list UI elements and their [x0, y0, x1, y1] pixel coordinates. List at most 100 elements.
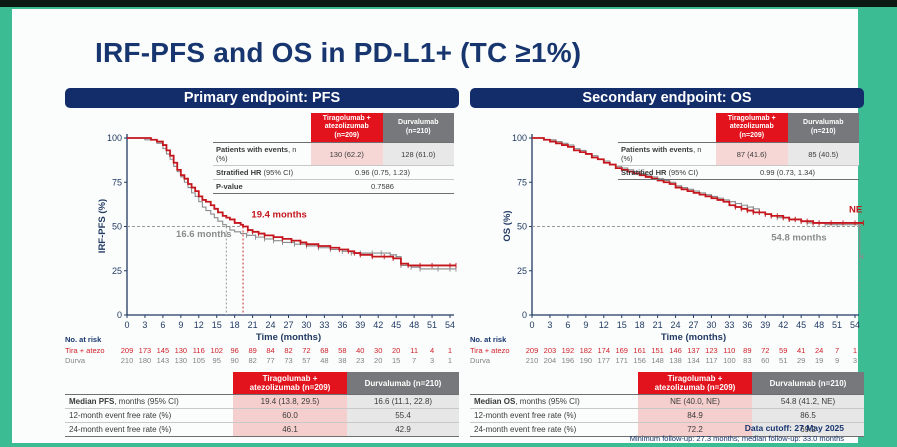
arm-header-gry: Durvalumab (n=210)	[787, 113, 859, 143]
risk-value: 89	[743, 346, 751, 355]
risk-row-label: Durva	[65, 356, 86, 365]
risk-value: 38	[338, 356, 346, 365]
summary-header-row: Tiragolumab + atezolizumab (n=209) Durval…	[65, 372, 459, 395]
risk-value: 11	[410, 346, 418, 355]
risk-value: 105	[193, 356, 206, 365]
x-tick-label: 27	[283, 320, 293, 330]
risk-value: 20	[392, 346, 400, 355]
arm-header-gry: Durvalumab (n=210)	[382, 113, 454, 143]
x-tick-label: 48	[409, 320, 419, 330]
os-stats-table: Tiragolumab + atezolizumab (n=209) Durvalum…	[618, 113, 859, 181]
x-tick-label: 18	[230, 320, 240, 330]
x-tick-label: 12	[194, 320, 204, 330]
risk-value: 174	[598, 346, 611, 355]
arm-header-gray: Durvalumab (n=210)	[347, 372, 459, 395]
risk-value: 196	[562, 356, 575, 365]
x-tick-label: 15	[212, 320, 222, 330]
risk-value: 96	[230, 346, 238, 355]
y-tick-label: 75	[517, 177, 527, 187]
x-tick-label: 42	[373, 320, 383, 330]
risk-value: 15	[392, 356, 400, 365]
x-tick-label: 54	[850, 320, 860, 330]
x-tick-label: 6	[565, 320, 570, 330]
x-tick-label: 12	[599, 320, 609, 330]
x-tick-label: 33	[319, 320, 329, 330]
os-chart-area: 0 25 50 75 100 0 3 6 9 12 15 18 21 24 27 30 33 36 39 42 45 48…	[470, 108, 864, 370]
risk-value: 82	[248, 356, 256, 365]
x-tick-label: 39	[760, 320, 770, 330]
risk-value: 48	[320, 356, 328, 365]
risk-value: 117	[705, 356, 717, 365]
y-axis-title: OS (%)	[502, 210, 513, 241]
x-axis-title: Time (months)	[256, 332, 321, 343]
risk-value: 57	[302, 356, 310, 365]
risk-value: 72	[302, 346, 310, 355]
risk-value: 110	[723, 346, 735, 355]
risk-value: 3	[853, 356, 857, 365]
y-tick-label: 100	[512, 133, 527, 143]
risk-value: 77	[266, 356, 274, 365]
median-annotation: 16.6 months	[176, 229, 231, 240]
risk-value: 161	[633, 346, 646, 355]
risk-value: 143	[157, 356, 170, 365]
risk-value: 84	[266, 346, 274, 355]
x-tick-label: 21	[248, 320, 258, 330]
risk-value: 3	[430, 356, 434, 365]
risk-value: 204	[544, 356, 557, 365]
risk-value: 58	[338, 346, 346, 355]
risk-value: 209	[121, 346, 134, 355]
x-tick-label: 24	[671, 320, 681, 330]
risk-value: 23	[356, 356, 364, 365]
x-tick-label: 33	[724, 320, 734, 330]
risk-value: 30	[374, 346, 382, 355]
y-tick-label: 25	[517, 266, 527, 276]
x-tick-label: 36	[337, 320, 347, 330]
arm-header-gray: Durvalumab (n=210)	[752, 372, 864, 395]
risk-value: 73	[284, 356, 292, 365]
x-tick-label: 48	[814, 320, 824, 330]
risk-value: 148	[651, 356, 664, 365]
risk-row-label: Tira + atezo	[65, 346, 105, 355]
panel-header-pfs: Primary endpoint: PFS	[65, 88, 459, 108]
x-tick-label: 51	[427, 320, 437, 330]
risk-value: 169	[615, 346, 628, 355]
risk-table-title: No. at risk	[65, 335, 102, 344]
median-annotation: NE	[849, 204, 862, 215]
x-tick-label: 0	[529, 320, 534, 330]
risk-value: 51	[779, 356, 787, 365]
y-tick-label: 0	[522, 310, 527, 320]
footer-notes: Data cutoff: 27 May 2025 Minimum follow-…	[630, 423, 844, 443]
x-axis-title: Time (months)	[661, 332, 726, 343]
x-tick-label: 21	[653, 320, 663, 330]
x-tick-label: 0	[124, 320, 129, 330]
risk-value: 60	[761, 356, 769, 365]
stats-row: Patients with events, n (%) 130 (62.2) 128…	[213, 142, 454, 166]
risk-value: 173	[139, 346, 152, 355]
stats-row: Stratified HR (95% CI) 0.99 (0.73, 1.34)	[618, 165, 859, 181]
risk-value: 59	[779, 346, 787, 355]
risk-value: 182	[580, 346, 593, 355]
risk-value: 209	[526, 346, 539, 355]
median-annotation: 54.8 months	[771, 233, 826, 244]
x-tick-label: 6	[160, 320, 165, 330]
x-tick-label: 42	[778, 320, 788, 330]
risk-value: 180	[139, 356, 152, 365]
risk-value: 29	[797, 356, 805, 365]
pfs-stats-table: Tiragolumab + atezolizumab (n=209) Durvalum…	[213, 113, 454, 195]
risk-value: 68	[320, 346, 328, 355]
risk-table-title: No. at risk	[470, 335, 507, 344]
summary-row: Median PFS, months (95% CI) 19.4 (13.8, 2…	[65, 394, 459, 409]
median-annotation: 19.4 months	[251, 210, 306, 221]
x-tick-label: 18	[635, 320, 645, 330]
arm-header-red: Tiragolumab + atezolizumab (n=209)	[311, 113, 383, 143]
y-tick-label: 25	[112, 266, 122, 276]
x-tick-label: 9	[178, 320, 183, 330]
risk-value: 72	[761, 346, 769, 355]
risk-value: 95	[213, 356, 221, 365]
risk-value: 171	[615, 356, 628, 365]
risk-value: 130	[175, 356, 188, 365]
risk-value: 134	[687, 356, 700, 365]
risk-value: 1	[448, 356, 452, 365]
risk-value: 146	[669, 346, 682, 355]
